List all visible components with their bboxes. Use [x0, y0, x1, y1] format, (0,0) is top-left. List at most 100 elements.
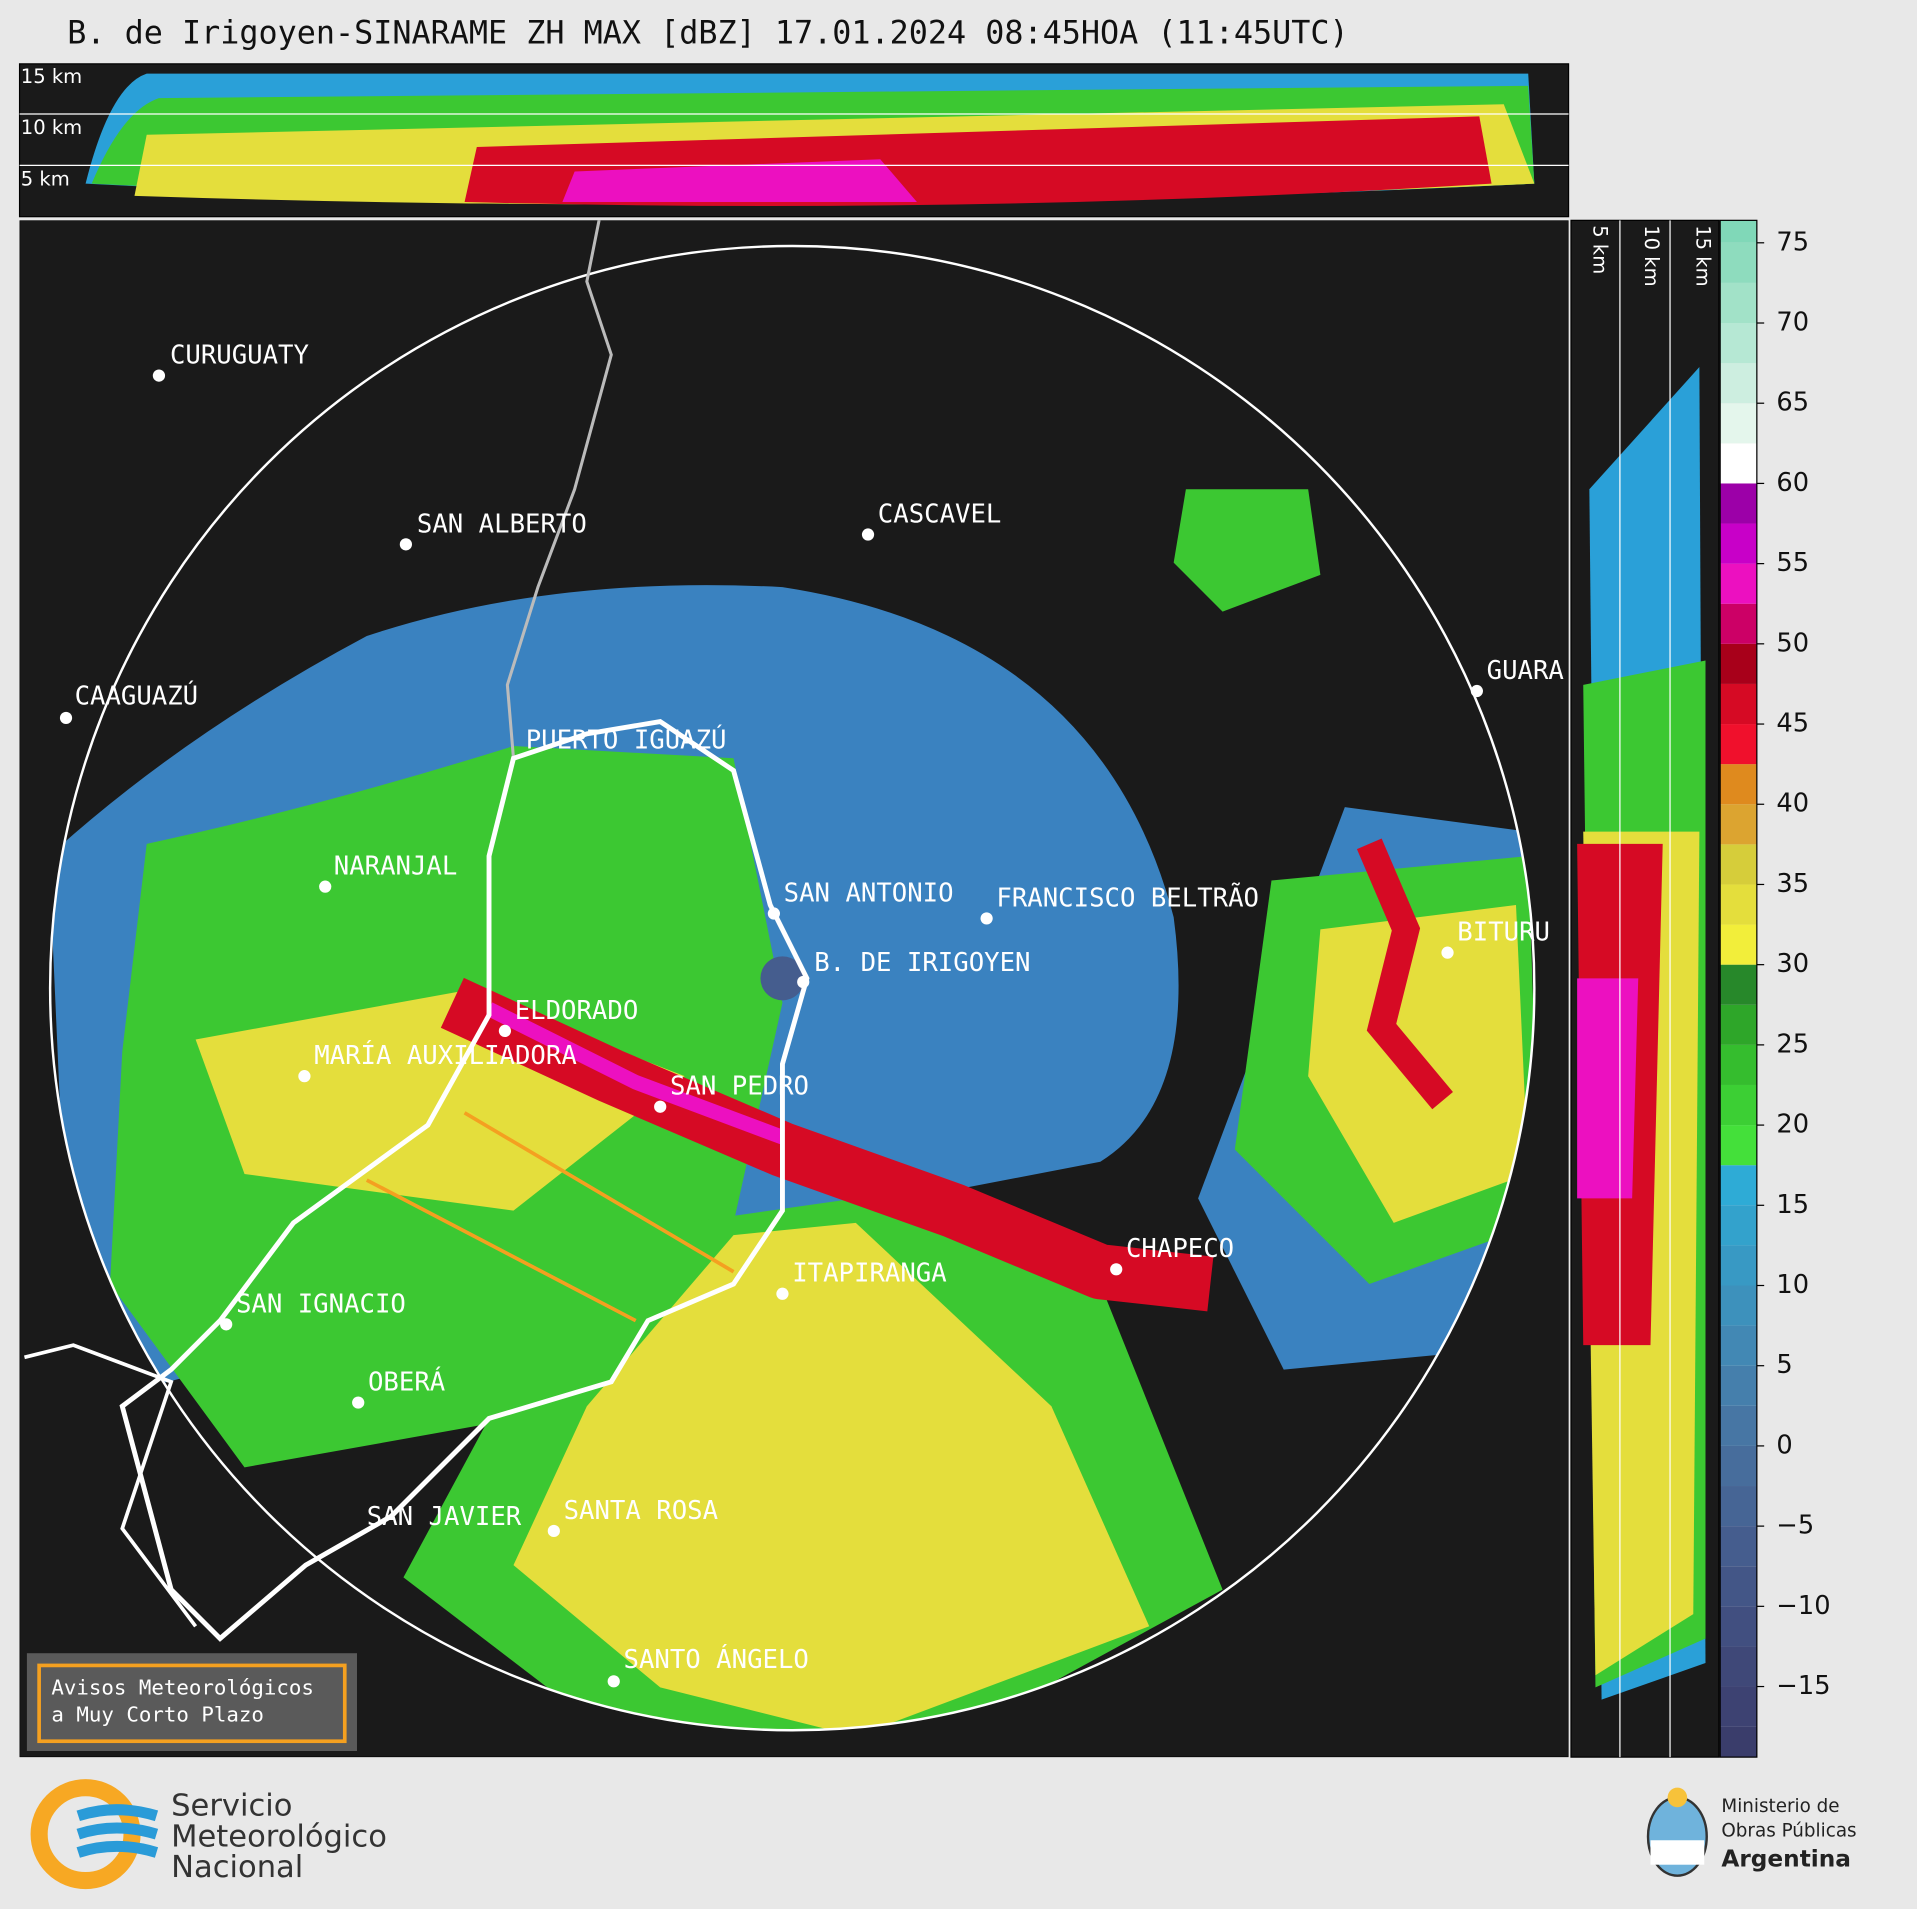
- city-dot: [152, 369, 166, 382]
- city-label: SAN ALBERTO: [417, 509, 587, 539]
- city-label: NARANJAL: [334, 852, 458, 882]
- city-dot: [980, 912, 993, 925]
- colorbar-tick-label: 5: [1776, 1350, 1792, 1380]
- colorbar-band: [1720, 1526, 1757, 1567]
- city-dot: [767, 907, 781, 920]
- colorbar-band: [1720, 1726, 1757, 1758]
- city-label: BITURU: [1457, 918, 1550, 948]
- top-section: 15 km 10 km 5 km: [18, 63, 1570, 218]
- border: [24, 1343, 198, 1628]
- legend-text: a Muy Corto Plazo: [51, 1703, 264, 1727]
- logo-text: Meteorológico: [171, 1819, 387, 1854]
- colorbar-tick-label: 50: [1776, 628, 1809, 658]
- legend-text: Avisos Meteorológicos: [51, 1676, 314, 1700]
- colorbar-tick-label: 25: [1776, 1029, 1809, 1059]
- city-label: SAN ANTONIO: [784, 878, 954, 908]
- colorbar-tick-label: 60: [1776, 468, 1809, 498]
- height-label: 15 km: [1691, 225, 1714, 286]
- colorbar-band: [1720, 1165, 1757, 1206]
- province-border: [119, 719, 810, 1642]
- colorbar-tick-label: 55: [1776, 548, 1809, 578]
- city-label: SAN IGNACIO: [236, 1289, 406, 1319]
- colorbar-band: [1720, 563, 1757, 604]
- colorbar-band: [1720, 1486, 1757, 1527]
- city-label: CURUGUATY: [170, 341, 309, 371]
- city-dot: [776, 1287, 789, 1300]
- river: [505, 220, 613, 759]
- colorbar-band: [1720, 242, 1757, 283]
- colorbar-tick-label: 45: [1776, 709, 1809, 739]
- colorbar-tick-label: −10: [1776, 1591, 1830, 1621]
- city-dot: [399, 538, 413, 551]
- colorbar-band: [1720, 363, 1757, 404]
- city-dot: [1470, 684, 1483, 698]
- height-label: 15 km: [21, 65, 82, 88]
- colorbar-band: [1720, 804, 1757, 845]
- colorbar-band: [1720, 884, 1757, 925]
- colorbar-band: [1720, 1325, 1757, 1366]
- colorbar-tick-label: 10: [1776, 1270, 1809, 1300]
- city-dot: [498, 1024, 512, 1038]
- colorbar-tick-label: 70: [1776, 308, 1809, 338]
- colorbar-band: [1720, 1686, 1757, 1727]
- colorbar-band: [1720, 1405, 1757, 1446]
- colorbar-band: [1720, 764, 1757, 805]
- colorbar-band: [1720, 1646, 1757, 1687]
- colorbar-frame: [1719, 219, 1758, 1758]
- colorbar-tick-label: 75: [1776, 227, 1809, 257]
- city-label: CAAGUAZÚ: [75, 680, 199, 712]
- border: [365, 1178, 637, 1323]
- colorbar-band: [1720, 282, 1757, 324]
- map: CURUGUATY SAN ALBERTO CASCAVEL CAAGUAZÚ GUAR…: [19, 220, 1569, 1758]
- colorbar-band: [1720, 683, 1757, 725]
- height-label: 5 km: [21, 167, 70, 190]
- city-dot: [298, 1070, 311, 1083]
- colorbar-band: [1720, 1606, 1757, 1647]
- colorbar-band: [1720, 403, 1757, 444]
- logo-text: Nacional: [171, 1850, 303, 1885]
- city-label: CASCAVEL: [878, 499, 1002, 529]
- city-label: ELDORADO: [515, 996, 639, 1026]
- city-label: FRANCISCO BELTRÃO: [996, 881, 1259, 913]
- colorbar-band: [1720, 323, 1757, 364]
- logo-text: Obras Públicas: [1721, 1821, 1856, 1842]
- city-label: PUERTO IGUAZÚ: [526, 724, 727, 756]
- legend-box: Avisos Meteorológicos a Muy Corto Plazo: [26, 1653, 357, 1752]
- colorbar-band: [1720, 1285, 1757, 1326]
- colorbar-tick-label: 20: [1776, 1110, 1809, 1140]
- city-label: SANTA ROSA: [564, 1496, 718, 1526]
- smn-logo: Servicio Meteorológico Nacional: [30, 1779, 387, 1890]
- colorbar-tick-label: 15: [1776, 1190, 1809, 1220]
- colorbar-band: [1720, 483, 1757, 524]
- city-dot: [352, 1396, 365, 1409]
- colorbar-tick-label: 65: [1776, 388, 1809, 418]
- range-ring: [48, 244, 1536, 1732]
- height-label: 10 km: [21, 116, 82, 139]
- city-dot: [1110, 1263, 1123, 1276]
- colorbar-tick-label: −15: [1776, 1671, 1830, 1701]
- city-dot: [319, 880, 332, 893]
- city-label: SAN JAVIER: [367, 1502, 522, 1532]
- colorbar-band: [1720, 1125, 1757, 1166]
- side-section: 5 km 10 km 15 km: [1570, 219, 1720, 1758]
- city-dot: [607, 1675, 620, 1688]
- colorbar-band: [1720, 924, 1757, 965]
- height-label: 5 km: [1589, 225, 1612, 274]
- radar-echoes: [50, 489, 1535, 1731]
- city-dot: [59, 711, 73, 725]
- height-label: 10 km: [1640, 225, 1663, 286]
- logo-text: Servicio: [171, 1789, 292, 1824]
- city-label: ITAPIRANGA: [792, 1259, 946, 1289]
- colorbar-band: [1720, 1365, 1757, 1406]
- city-label: MARÍA AUXILIADORA: [314, 1039, 577, 1071]
- colorbar-tick-label: 40: [1776, 789, 1809, 819]
- city-label: CHAPECO: [1126, 1234, 1234, 1264]
- colorbar-band: [1720, 523, 1757, 564]
- colorbar-tick-label: −5: [1776, 1511, 1814, 1541]
- colorbar-band: [1720, 220, 1757, 243]
- colorbar-band: [1720, 1445, 1757, 1487]
- colorbar-band: [1720, 643, 1757, 684]
- colorbar-tick-label: 30: [1776, 949, 1809, 979]
